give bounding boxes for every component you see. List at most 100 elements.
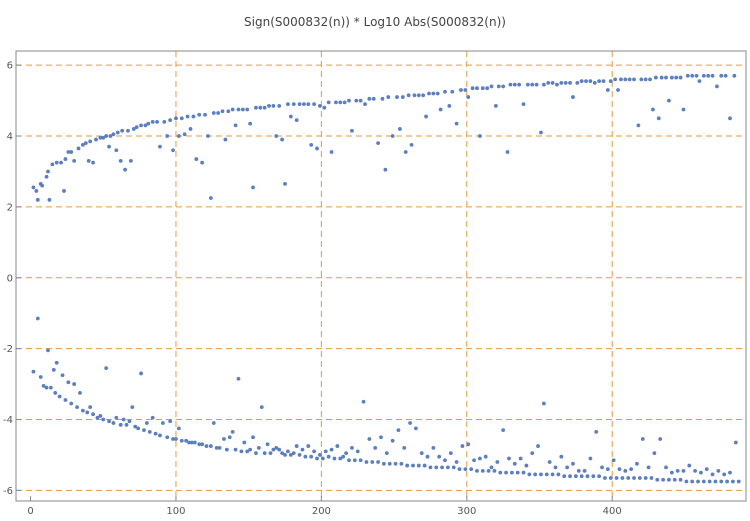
data-point [208, 196, 213, 200]
data-point [690, 479, 695, 484]
data-point [435, 91, 440, 96]
data-point [297, 453, 302, 457]
data-point [646, 465, 651, 470]
data-point [489, 84, 494, 89]
data-point [550, 80, 555, 85]
data-point [62, 189, 66, 193]
data-point [230, 107, 235, 112]
data-point [86, 158, 91, 163]
data-point [431, 91, 436, 96]
data-point [416, 463, 421, 468]
data-point [398, 127, 402, 131]
data-point [187, 440, 191, 445]
data-point [248, 447, 253, 452]
data-point [342, 100, 347, 105]
data-point [463, 467, 468, 472]
data-point [46, 169, 50, 174]
data-point [710, 472, 715, 477]
x-tick-label: 400 [603, 506, 622, 517]
data-point [309, 454, 314, 459]
data-point [719, 479, 724, 484]
data-point [395, 95, 399, 99]
data-point [338, 100, 343, 105]
data-point [655, 477, 660, 482]
data-point [605, 467, 610, 472]
data-point [460, 444, 465, 448]
data-point [400, 95, 405, 99]
data-point [562, 474, 567, 479]
data-point [409, 142, 414, 147]
data-point [123, 167, 127, 172]
data-point [716, 468, 721, 473]
data-point [107, 144, 111, 149]
data-point [300, 447, 305, 452]
data-point [233, 447, 238, 452]
data-point [636, 123, 641, 128]
data-point [72, 158, 77, 163]
data-point [635, 461, 639, 466]
data-point [57, 394, 62, 399]
data-point [396, 428, 401, 433]
data-point [728, 470, 732, 475]
data-point [168, 419, 173, 424]
data-point [382, 461, 386, 466]
data-point [573, 474, 578, 479]
data-point [597, 79, 602, 84]
data-point [51, 367, 56, 372]
data-point [627, 77, 632, 82]
data-point [623, 468, 628, 473]
data-point [390, 134, 395, 138]
data-point [41, 383, 46, 388]
data-point [501, 84, 506, 89]
data-point [697, 79, 702, 84]
chart-title: Sign(S000832(n)) * Log10 Abs(S000832(n)) [244, 15, 506, 29]
data-point [271, 104, 276, 108]
data-point [363, 102, 367, 107]
data-point [699, 470, 703, 475]
data-point [341, 454, 346, 459]
data-point [111, 421, 116, 425]
data-point [230, 430, 235, 434]
data-point [364, 460, 369, 464]
data-point [66, 150, 71, 154]
data-point [678, 477, 683, 482]
data-point [626, 476, 631, 480]
data-point [107, 419, 111, 424]
data-point [563, 80, 568, 85]
data-point [402, 445, 407, 450]
data-point [706, 73, 711, 78]
data-point [31, 369, 36, 374]
data-point [405, 463, 410, 468]
data-points [31, 73, 741, 484]
data-point [146, 121, 151, 126]
data-point [251, 185, 255, 190]
data-point [197, 112, 202, 117]
data-point [534, 82, 539, 87]
data-point [200, 160, 205, 165]
data-point [34, 189, 39, 193]
data-point [672, 477, 677, 482]
data-point [358, 98, 363, 103]
gridlines [16, 51, 746, 501]
data-point [150, 415, 155, 420]
data-point [568, 474, 572, 479]
data-point [725, 479, 729, 484]
x-tick-label: 200 [312, 506, 331, 517]
data-point [50, 162, 55, 167]
data-point [291, 102, 296, 107]
data-point [280, 137, 285, 142]
data-point [217, 445, 222, 450]
data-point [539, 130, 543, 135]
data-point [35, 316, 40, 321]
data-point [619, 77, 623, 82]
data-point [667, 477, 671, 482]
data-point [579, 474, 584, 479]
data-point [594, 430, 599, 434]
data-point [454, 460, 459, 464]
data-point [386, 95, 391, 99]
data-point [403, 150, 408, 154]
data-point [367, 96, 372, 101]
data-point [498, 470, 503, 475]
y-tick-label: -6 [3, 486, 13, 497]
